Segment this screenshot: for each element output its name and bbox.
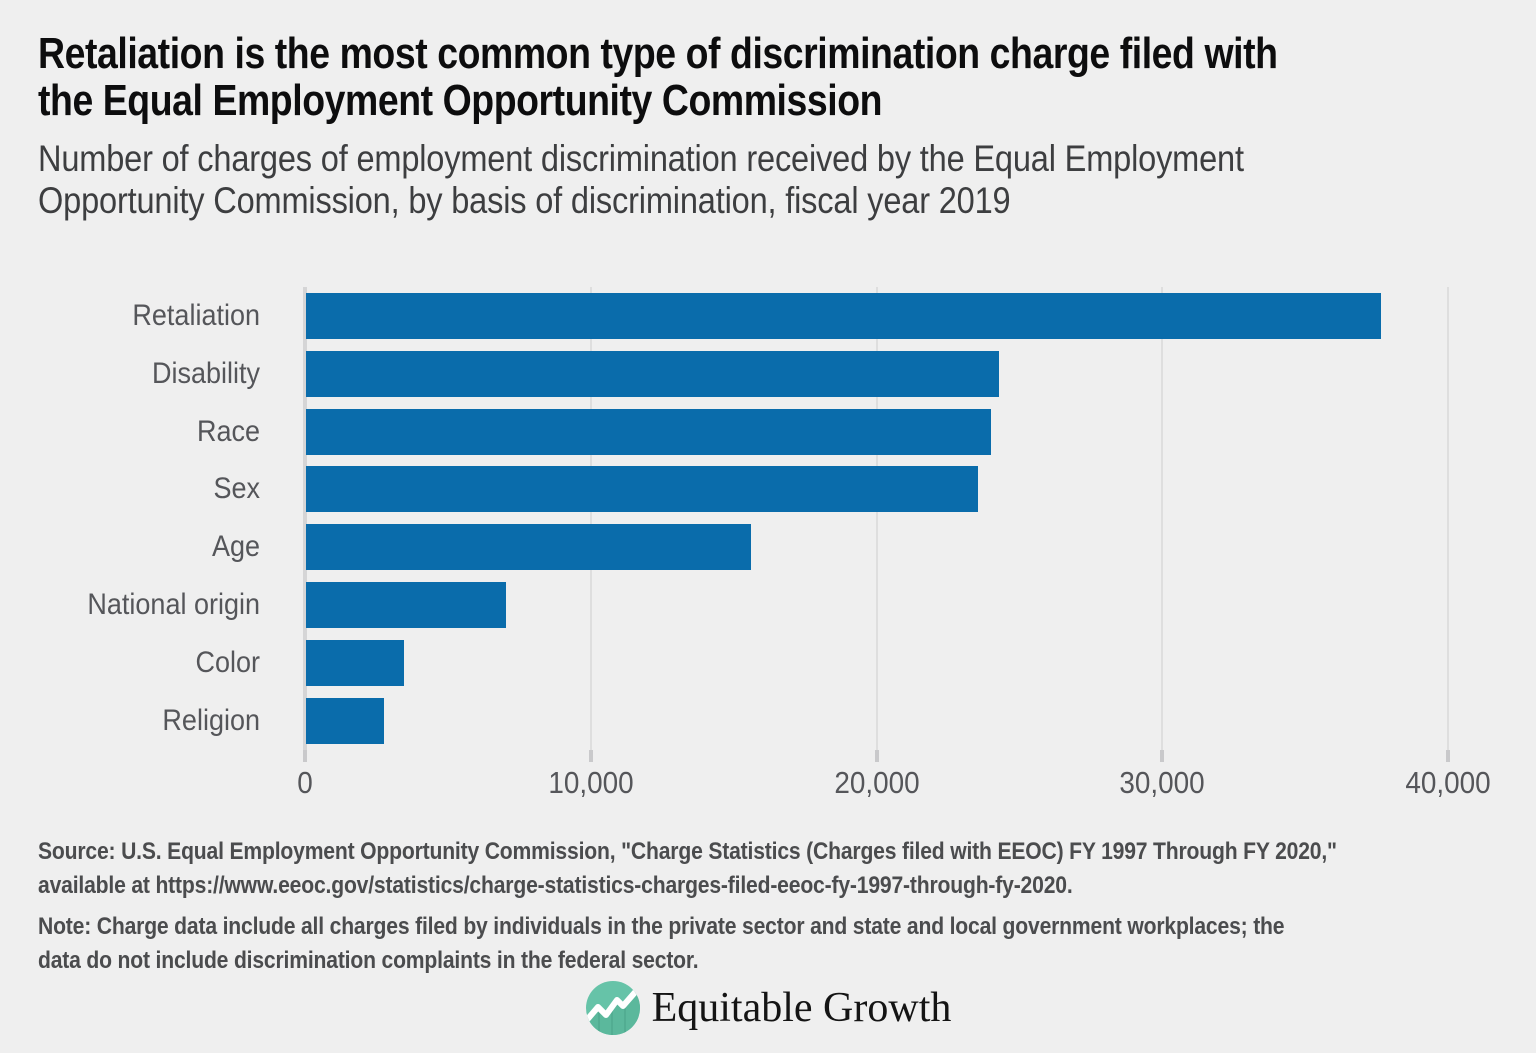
category-label-race: Race bbox=[196, 414, 260, 448]
x-axis-tick-label: 20,000 bbox=[833, 765, 920, 800]
bar-religion bbox=[306, 697, 384, 744]
x-axis-tick bbox=[303, 750, 307, 762]
note-text-line2: data do not include discrimination compl… bbox=[38, 947, 699, 974]
chart-subtitle-line2: Opportunity Commission, by basis of disc… bbox=[38, 180, 1011, 221]
source-text-line2: available at https://www.eeoc.gov/statis… bbox=[38, 872, 1073, 899]
chart-subtitle-line1: Number of charges of employment discrimi… bbox=[38, 138, 1244, 179]
gridline-10,000 bbox=[589, 287, 592, 750]
bar-chart-plot-area: 0 10,000 20,000 30,000 40,000 bbox=[297, 287, 1491, 800]
bar-race bbox=[306, 408, 992, 455]
note-text: Note: Charge data include all charges fi… bbox=[38, 910, 1285, 978]
chart-title-line1: Retaliation is the most common type of d… bbox=[38, 29, 1278, 78]
bar-retaliation bbox=[306, 292, 1382, 339]
category-label-color: Color bbox=[195, 645, 260, 679]
logo-wordmark: Equitable Growth bbox=[651, 985, 952, 1031]
x-axis-tick-label: 40,000 bbox=[1405, 765, 1491, 800]
category-label-retaliation: Retaliation bbox=[132, 299, 260, 332]
x-axis-tick bbox=[874, 750, 879, 762]
x-axis-tick-label: 10,000 bbox=[548, 765, 634, 800]
chart-title: Retaliation is the most common type of d… bbox=[38, 30, 1278, 124]
category-label-disability: Disability bbox=[151, 356, 260, 390]
line-chart-circle-icon bbox=[585, 981, 640, 1035]
category-label-age: Age bbox=[211, 530, 260, 564]
chart-subtitle: Number of charges of employment discrimi… bbox=[38, 138, 1244, 222]
gridline-40,000 bbox=[1447, 287, 1449, 750]
x-axis-tick bbox=[588, 750, 593, 762]
bar-disability bbox=[306, 350, 999, 397]
bar-sex bbox=[306, 466, 979, 513]
source-text-line1: Source: U.S. Equal Employment Opportunit… bbox=[38, 838, 1337, 865]
bar-age bbox=[306, 524, 751, 571]
y-axis-line bbox=[303, 287, 307, 750]
x-axis-tick bbox=[1160, 750, 1165, 762]
x-axis-tick-label: 30,000 bbox=[1119, 765, 1205, 800]
bar-national-origin bbox=[306, 581, 507, 628]
gridline-20,000 bbox=[875, 287, 878, 750]
gridline-30,000 bbox=[1161, 287, 1164, 750]
category-label-religion: Religion bbox=[162, 703, 260, 737]
bar-color bbox=[306, 639, 404, 686]
x-axis-tick-label: 0 bbox=[297, 765, 313, 800]
x-axis-tick bbox=[1446, 750, 1450, 762]
chart-title-line2: the Equal Employment Opportunity Commiss… bbox=[38, 76, 883, 125]
note-text-line1: Note: Charge data include all charges fi… bbox=[38, 913, 1285, 940]
source-text: Source: U.S. Equal Employment Opportunit… bbox=[38, 835, 1337, 903]
category-label-sex: Sex bbox=[213, 472, 260, 506]
equitable-growth-logo: Equitable Growth bbox=[0, 980, 1536, 1036]
category-label-national-origin: National origin bbox=[87, 588, 260, 621]
